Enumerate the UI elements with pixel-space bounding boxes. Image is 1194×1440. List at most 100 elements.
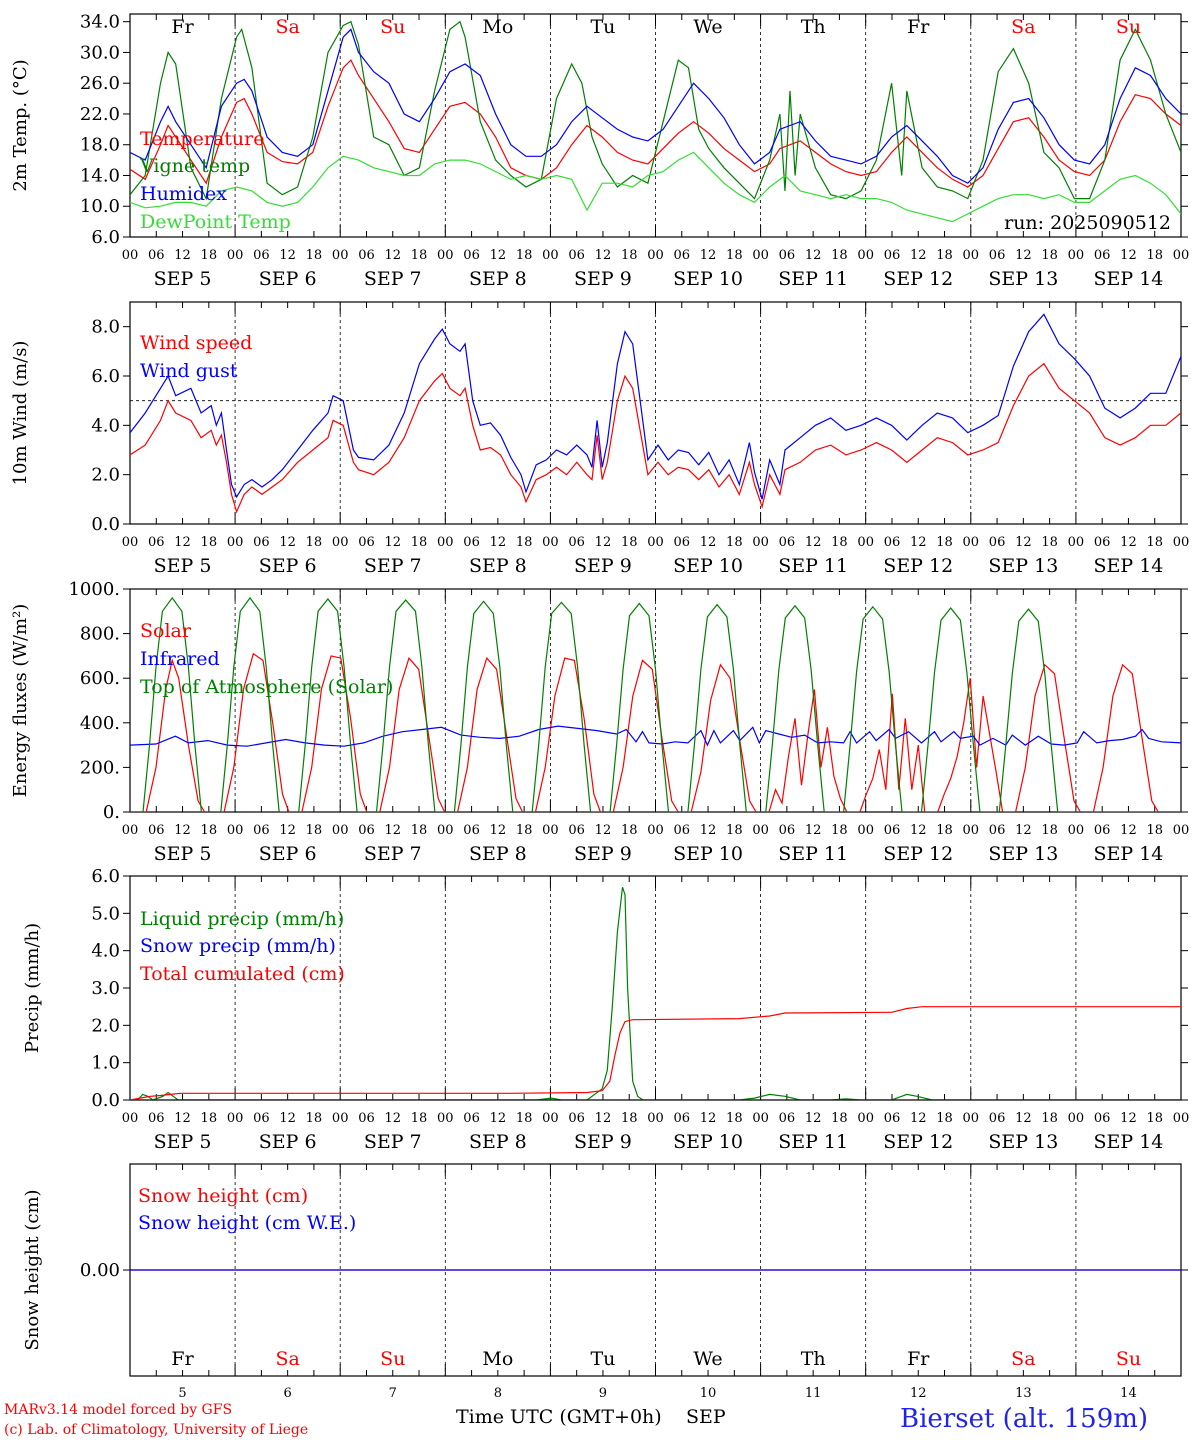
weekday-label: Th [801, 16, 826, 38]
hour-tick-label: 06 [358, 1111, 375, 1126]
hour-tick-label: 18 [306, 1111, 323, 1126]
legend-entry: Snow height (cm) [138, 1185, 308, 1207]
date-label: SEP 13 [988, 268, 1058, 290]
y-tick-label: 1.0 [91, 1053, 120, 1074]
weekday-label: Su [380, 16, 405, 38]
hour-tick-label: 18 [1041, 248, 1058, 263]
x-axis-label: Time UTC (GMT+0h) [456, 1406, 662, 1428]
weekday-label: Sa [1011, 1348, 1035, 1370]
date-label: SEP 11 [778, 1131, 848, 1153]
hour-tick-label: 06 [463, 248, 480, 263]
panel-2: 0.0 2.0 4.0 6.0 8.0 00 06 12 18 SEP 5 00 06 12 18 SEP … [10, 301, 1190, 577]
hour-tick-label: 06 [884, 823, 901, 838]
hour-tick-label: 12 [490, 535, 507, 550]
legend-entry: Total cumulated (cm) [140, 963, 345, 985]
hour-tick-label: 06 [148, 1111, 165, 1126]
hour-tick-label: 00 [1173, 535, 1190, 550]
hour-tick-label: 18 [306, 535, 323, 550]
hour-tick-label: 18 [411, 1111, 428, 1126]
date-label: SEP 5 [154, 1131, 212, 1153]
hour-tick-label: 18 [726, 1111, 743, 1126]
hour-tick-label: 00 [332, 1111, 349, 1126]
hour-tick-label: 00 [122, 535, 139, 550]
hour-tick-label: 00 [857, 823, 874, 838]
date-label: SEP 7 [364, 843, 422, 865]
day-number-label: 12 [910, 1386, 927, 1401]
y-tick-label: 22.0 [80, 104, 120, 125]
y-tick-label: 6.0 [91, 227, 120, 248]
y-tick-label: 1000. [68, 579, 120, 600]
panel-1: 6.0 10.0 14.0 18.0 22.0 26.0 30.0 34.0 00 06 12 18 S… [10, 12, 1189, 290]
hour-tick-label: 06 [358, 535, 375, 550]
credit-line-2: (c) Lab. of Climatology, University of L… [4, 1422, 308, 1438]
date-label: SEP 10 [673, 555, 743, 577]
hour-tick-label: 18 [621, 1111, 638, 1126]
hour-tick-label: 06 [674, 1111, 691, 1126]
y-tick-label: 600. [80, 668, 120, 689]
hour-tick-label: 06 [463, 823, 480, 838]
date-label: SEP 12 [883, 268, 953, 290]
date-label: SEP 14 [1094, 843, 1164, 865]
date-label: SEP 8 [469, 1131, 527, 1153]
hour-tick-label: 12 [490, 1111, 507, 1126]
hour-tick-label: 06 [463, 1111, 480, 1126]
y-tick-label: 6.0 [91, 366, 120, 387]
hour-tick-label: 00 [227, 1111, 244, 1126]
weekday-label: Tu [590, 1348, 615, 1370]
hour-tick-label: 18 [1146, 248, 1163, 263]
date-label: SEP 10 [673, 268, 743, 290]
hour-tick-label: 00 [1068, 248, 1085, 263]
hour-tick-label: 12 [1015, 1111, 1032, 1126]
hour-tick-label: 12 [490, 248, 507, 263]
hour-tick-label: 18 [516, 248, 533, 263]
date-label: SEP 8 [469, 555, 527, 577]
hour-tick-label: 06 [463, 535, 480, 550]
run-label: run: 2025090512 [1004, 212, 1171, 234]
day-number-label: 10 [700, 1386, 717, 1401]
date-label: SEP 12 [883, 1131, 953, 1153]
date-label: SEP 6 [259, 555, 317, 577]
hour-tick-label: 00 [1068, 1111, 1085, 1126]
hour-tick-label: 00 [963, 535, 980, 550]
date-label: SEP 12 [883, 555, 953, 577]
legend-entry: Temperature [140, 128, 264, 150]
date-label: SEP 9 [574, 555, 632, 577]
hour-tick-label: 12 [384, 535, 401, 550]
y-tick-label: 0. [103, 802, 120, 823]
hour-tick-label: 18 [831, 823, 848, 838]
y-axis-label: Precip (mm/h) [22, 923, 43, 1053]
hour-tick-label: 00 [647, 1111, 664, 1126]
hour-tick-label: 06 [568, 823, 585, 838]
hour-tick-label: 12 [279, 1111, 296, 1126]
hour-tick-label: 00 [122, 823, 139, 838]
y-tick-label: 5.0 [91, 903, 120, 924]
hour-tick-label: 00 [963, 823, 980, 838]
panel-5: 0.00 Fr Sa Su Mo Tu We Th Fr Sa Su 5 6 7 8 9 10 11 12 13 14 S… [22, 1163, 1188, 1401]
hour-tick-label: 12 [174, 823, 191, 838]
date-label: SEP 14 [1094, 268, 1164, 290]
hour-tick-label: 18 [306, 823, 323, 838]
hour-tick-label: 06 [253, 248, 270, 263]
hour-tick-label: 12 [490, 823, 507, 838]
hour-tick-label: 18 [201, 535, 218, 550]
date-label: SEP 9 [574, 1131, 632, 1153]
weekday-label: Sa [275, 16, 299, 38]
hour-tick-label: 18 [726, 823, 743, 838]
date-label: SEP 8 [469, 268, 527, 290]
hour-tick-label: 18 [201, 248, 218, 263]
series-line [130, 362, 1181, 514]
hour-tick-label: 18 [516, 1111, 533, 1126]
credit-line-1: MARv3.14 model forced by GFS [4, 1402, 232, 1418]
hour-tick-label: 12 [279, 248, 296, 263]
hour-tick-label: 00 [437, 248, 454, 263]
series-line [130, 1006, 1181, 1100]
date-label: SEP 13 [988, 555, 1058, 577]
hour-tick-label: 00 [332, 823, 349, 838]
hour-tick-label: 18 [1041, 535, 1058, 550]
hour-tick-label: 00 [227, 823, 244, 838]
hour-tick-label: 18 [621, 823, 638, 838]
hour-tick-label: 00 [857, 1111, 874, 1126]
hour-tick-label: 12 [1120, 1111, 1137, 1126]
y-tick-label: 8.0 [91, 317, 120, 338]
weekday-label: Su [380, 1348, 405, 1370]
